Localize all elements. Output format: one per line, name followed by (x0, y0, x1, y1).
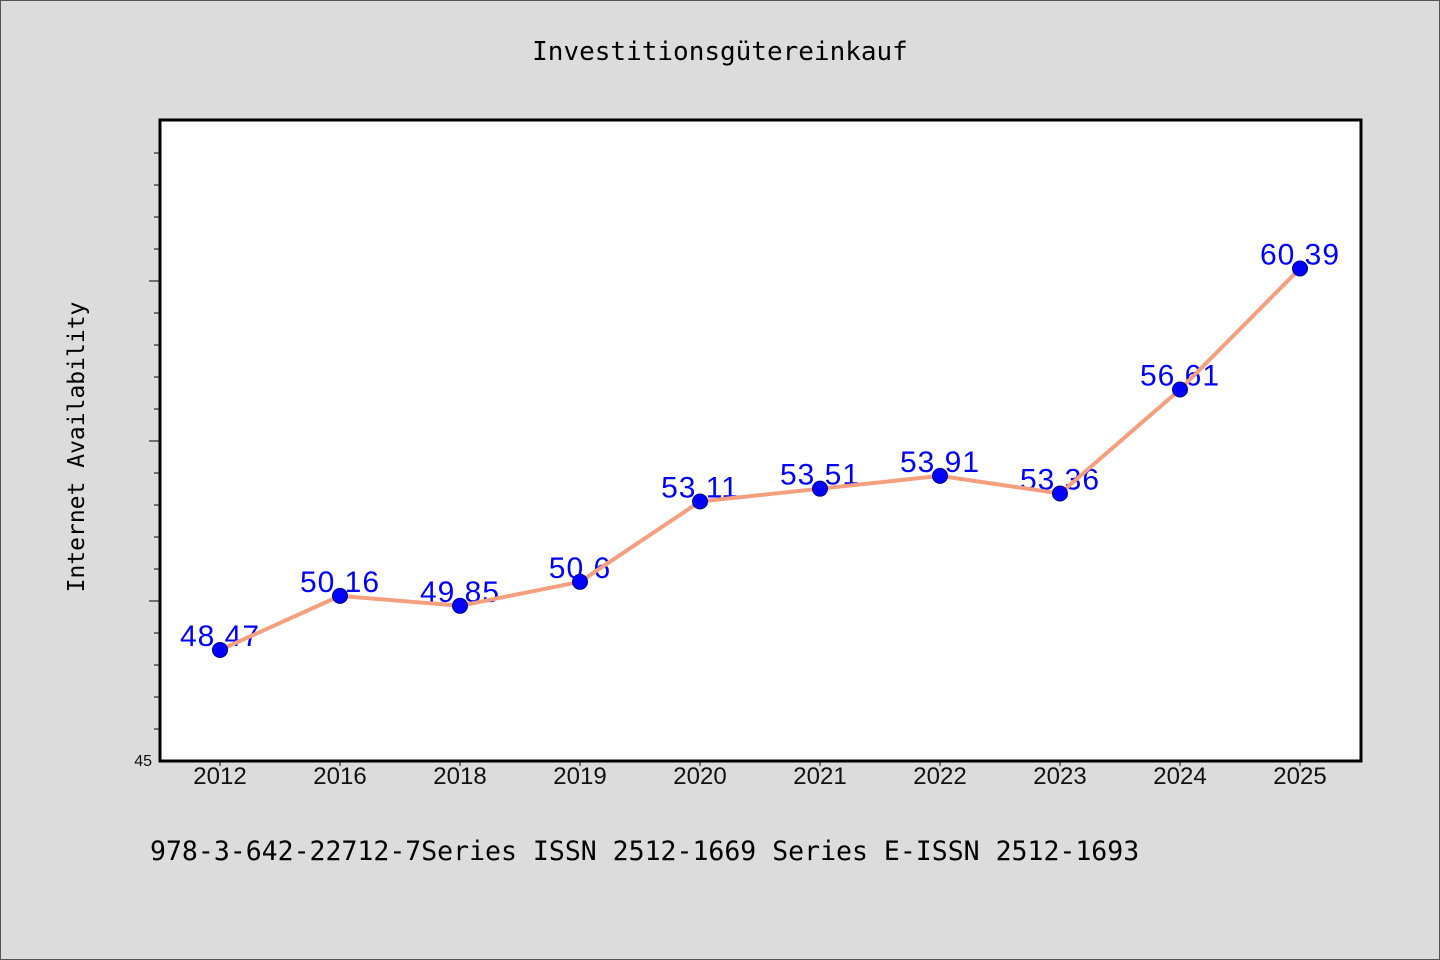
data-point (812, 480, 828, 497)
data-point (692, 493, 708, 510)
x-tick-label: 2018 (433, 763, 486, 790)
y-axis-label: Internet Availability (64, 301, 90, 593)
x-tick-label: 2024 (1153, 763, 1206, 790)
data-point (212, 641, 228, 658)
data-point (932, 467, 948, 484)
x-tick-label: 2020 (673, 763, 726, 790)
x-tick-label: 2019 (553, 763, 606, 790)
x-tick-label: 2025 (1273, 763, 1326, 790)
footer-text: 978-3-642-22712-7Series ISSN 2512-1669 S… (150, 836, 1140, 867)
data-point (572, 573, 588, 590)
data-point (1172, 381, 1188, 398)
x-tick-label: 2012 (193, 763, 246, 790)
x-tick-label: 2022 (913, 763, 966, 790)
data-point (1292, 260, 1308, 277)
x-tick-label: 2023 (1033, 763, 1086, 790)
x-tick-label: 2021 (793, 763, 846, 790)
series-line (218, 266, 1302, 652)
data-point (452, 597, 468, 614)
x-tick-label: 2016 (313, 763, 366, 790)
plot-area (160, 120, 1361, 761)
plot-frame (158, 118, 1363, 763)
data-point (332, 587, 348, 604)
chart-title: Investitionsgütereinkauf (532, 37, 908, 67)
y-tick-label: 45 (134, 753, 152, 770)
data-point (1052, 485, 1068, 502)
